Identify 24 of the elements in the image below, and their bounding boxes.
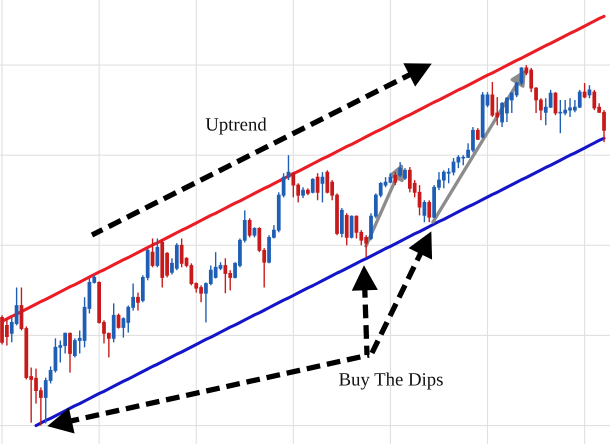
candlestick [422, 200, 426, 223]
candlestick [340, 207, 344, 238]
candlestick [316, 172, 320, 201]
candlestick [68, 332, 72, 374]
candlestick [248, 218, 252, 238]
candlestick [252, 226, 256, 238]
candlestick [554, 91, 558, 116]
candlestick [427, 200, 432, 223]
candlestick [393, 171, 398, 186]
candlestick [301, 186, 305, 199]
candlestick [156, 238, 160, 268]
candlestick [112, 302, 116, 343]
candlestick [476, 127, 480, 141]
candlestick [116, 312, 120, 330]
candlestick [150, 238, 154, 268]
candlestick [350, 214, 354, 240]
candlestick [344, 212, 349, 246]
annotation: Buy The Dips [339, 372, 443, 390]
candlestick [136, 292, 140, 312]
candlestick [320, 171, 324, 204]
candlestick [582, 82, 586, 99]
candlestick [310, 178, 315, 194]
candlestick [588, 84, 592, 99]
annotation: Uptrend [206, 118, 266, 134]
